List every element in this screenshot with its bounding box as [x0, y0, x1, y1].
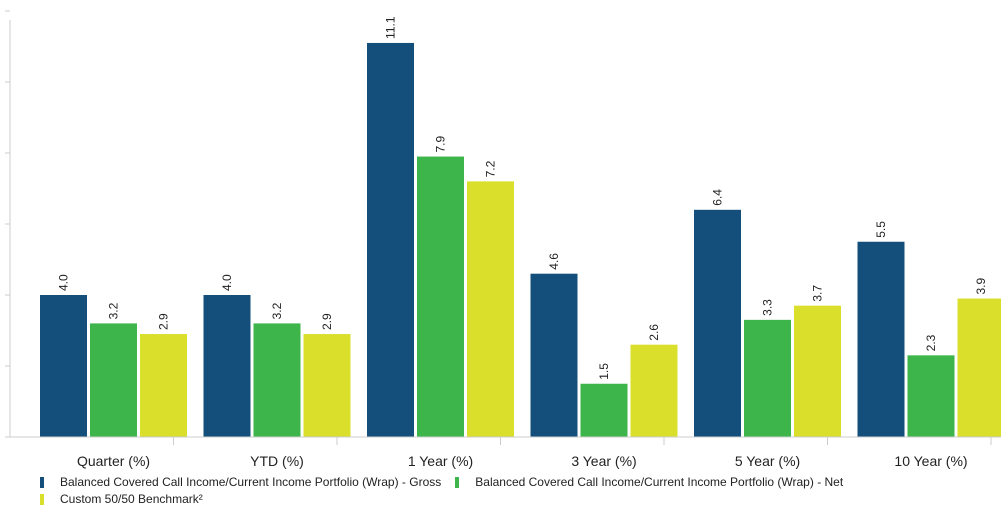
data-label: 3.3 — [761, 299, 775, 316]
x-tick-label: 3 Year (%) — [571, 453, 636, 469]
legend-item-net: Balanced Covered Call Income/Current Inc… — [455, 474, 843, 491]
legend-swatch-net — [455, 477, 460, 488]
x-tick-label: YTD (%) — [250, 453, 304, 469]
legend-label-benchmark: Custom 50/50 Benchmark² — [60, 492, 203, 506]
data-label: 4.0 — [57, 274, 71, 291]
x-tick-label: Quarter (%) — [77, 453, 150, 469]
legend: Balanced Covered Call Income/Current Inc… — [40, 474, 990, 508]
x-tick-label: 1 Year (%) — [408, 453, 473, 469]
legend-label-gross: Balanced Covered Call Income/Current Inc… — [60, 475, 442, 489]
bar — [467, 181, 514, 437]
bar — [857, 241, 905, 437]
bar — [794, 305, 841, 437]
bar — [367, 42, 414, 437]
bar — [203, 295, 251, 437]
bars — [40, 42, 1001, 438]
bar — [40, 295, 87, 437]
x-tick-label: 10 Year (%) — [894, 453, 967, 469]
bar — [744, 319, 791, 437]
bar — [907, 355, 955, 437]
bar — [694, 209, 741, 437]
data-label: 5.5 — [874, 221, 888, 238]
bar — [630, 344, 678, 437]
data-label: 6.4 — [711, 189, 725, 206]
bar — [140, 334, 187, 437]
legend-swatch-gross — [40, 477, 44, 488]
x-axis: Quarter (%) YTD (%) 1 Year (%) 3 Year (%) 5 … — [10, 436, 1001, 469]
legend-swatch-benchmark — [40, 494, 44, 505]
data-label: 2.3 — [924, 334, 938, 351]
data-label: 3.2 — [270, 302, 284, 319]
data-label: 7.9 — [434, 136, 448, 153]
data-label: 3.2 — [107, 302, 121, 319]
data-label: 2.9 — [157, 313, 171, 330]
x-tick-label: 5 Year (%) — [735, 453, 800, 469]
data-label: 3.7 — [811, 285, 825, 302]
value-labels: 4.0 3.2 2.9 4.0 3.2 2.9 11.1 7.9 7.2 4.6 1.5 2.6 6.4… — [57, 16, 989, 380]
data-label: 4.0 — [220, 274, 234, 291]
data-label: 11.1 — [384, 16, 398, 39]
data-label: 2.9 — [320, 313, 334, 330]
bar — [957, 298, 1001, 437]
bar — [303, 334, 351, 437]
bar — [90, 323, 137, 437]
data-label: 1.5 — [597, 363, 611, 380]
y-axis — [5, 10, 11, 438]
bar — [253, 323, 301, 437]
legend-item-gross: Balanced Covered Call Income/Current Inc… — [40, 474, 441, 491]
bar — [530, 273, 578, 437]
data-label: 3.9 — [974, 278, 988, 295]
legend-item-benchmark: Custom 50/50 Benchmark² — [40, 491, 976, 508]
bar — [417, 156, 464, 438]
legend-label-net: Balanced Covered Call Income/Current Inc… — [475, 475, 844, 489]
bar — [580, 383, 628, 437]
data-label: 4.6 — [547, 253, 561, 270]
data-label: 2.6 — [647, 324, 661, 341]
data-label: 7.2 — [484, 160, 498, 177]
